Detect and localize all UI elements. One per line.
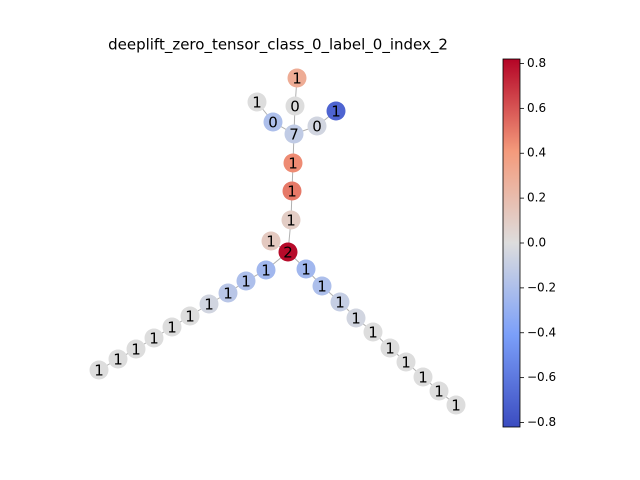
node [261, 231, 281, 251]
node [282, 181, 302, 201]
node [180, 306, 200, 326]
node-label: 1 [288, 155, 298, 173]
node [287, 68, 307, 88]
node-label: 1 [113, 351, 123, 369]
node [285, 96, 305, 116]
colorbar-tick-label: 0.2 [527, 191, 546, 205]
node [330, 292, 350, 312]
node-label: 1 [401, 354, 411, 372]
node [144, 328, 164, 348]
colorbar-tick-label: −0.8 [527, 415, 556, 429]
node [429, 381, 449, 401]
node [346, 308, 366, 328]
node [199, 294, 219, 314]
node [284, 124, 304, 144]
node-label: 1 [131, 341, 141, 359]
node-label: 1 [301, 261, 311, 279]
node [296, 259, 316, 279]
node-label: 1 [385, 340, 395, 358]
node-label: 7 [289, 126, 299, 144]
node [307, 116, 327, 136]
node-label: 1 [368, 324, 378, 342]
node [89, 360, 109, 380]
node [236, 271, 256, 291]
node [218, 283, 238, 303]
node-label: 0 [312, 118, 322, 136]
node-label: 1 [351, 310, 361, 328]
node [283, 153, 303, 173]
node-label: 1 [149, 330, 159, 348]
node-label: 1 [292, 70, 302, 88]
node-label: 1 [185, 308, 195, 326]
node [281, 210, 301, 230]
node-label: 1 [266, 233, 276, 251]
node-label: 1 [204, 296, 214, 314]
node [363, 322, 383, 342]
node [413, 367, 433, 387]
node-label: 1 [241, 273, 251, 291]
node-label: 1 [451, 397, 461, 415]
node-label: 2 [283, 244, 293, 262]
colorbar-tick-label: 0.4 [527, 146, 546, 160]
node-label: 0 [268, 114, 278, 132]
node-label: 1 [331, 103, 341, 121]
node [396, 352, 416, 372]
node [263, 112, 283, 132]
title: deeplift_zero_tensor_class_0_label_0_ind… [108, 36, 448, 55]
colorbar-tick-label: −0.4 [527, 325, 556, 339]
node [380, 338, 400, 358]
node-label: 1 [261, 262, 271, 280]
node-label: 1 [335, 294, 345, 312]
node [312, 276, 332, 296]
node-label: 1 [223, 285, 233, 303]
node-label: 0 [290, 98, 300, 116]
node [446, 395, 466, 415]
node [247, 92, 267, 112]
node [278, 242, 298, 262]
node-label: 1 [94, 362, 104, 380]
node-label: 1 [167, 319, 177, 337]
colorbar-tick-label: −0.2 [527, 280, 556, 294]
node-label: 1 [317, 278, 327, 296]
node-label: 1 [434, 383, 444, 401]
colorbar-tick-label: 0.8 [527, 56, 546, 70]
node [108, 349, 128, 369]
colorbar-tick-label: −0.6 [527, 370, 556, 384]
colorbar-tick-label: 0.6 [527, 101, 546, 115]
node-label: 1 [286, 212, 296, 230]
colorbar-tick-label: 0.0 [527, 236, 546, 250]
node-label: 1 [287, 183, 297, 201]
node-label: 1 [252, 94, 262, 112]
node [256, 260, 276, 280]
node-label: 1 [418, 369, 428, 387]
node [326, 101, 346, 121]
node [162, 317, 182, 337]
node [126, 339, 146, 359]
colorbar [502, 58, 521, 428]
